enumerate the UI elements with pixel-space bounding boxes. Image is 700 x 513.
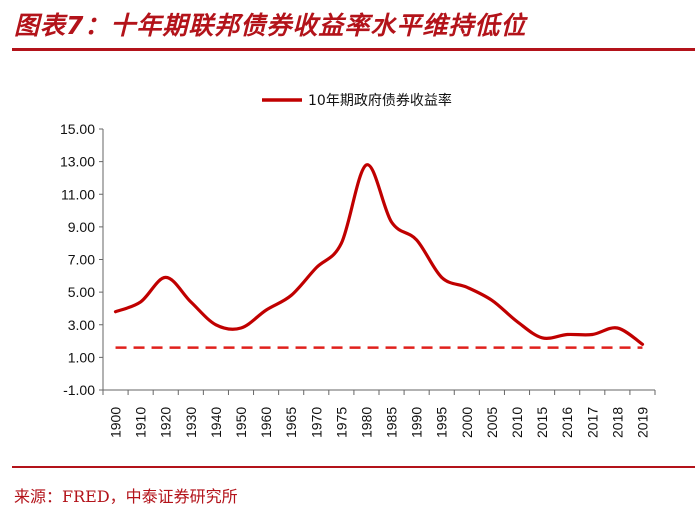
footer-rule [12, 466, 695, 468]
x-tick-label: 2017 [584, 407, 600, 438]
x-tick-label: 2015 [534, 407, 550, 438]
x-tick-label: 2005 [484, 407, 500, 438]
x-tick-label: 1985 [384, 407, 400, 438]
legend: 10年期政府债券收益率 [262, 92, 452, 109]
x-tick-label: 1975 [333, 407, 349, 438]
x-tick-label: 1920 [158, 407, 174, 438]
legend-label: 10年期政府债券收益率 [308, 92, 452, 109]
y-tick-label: 7.00 [68, 252, 95, 268]
y-tick-label: 5.00 [68, 284, 95, 300]
y-tick-label: 3.00 [68, 317, 95, 333]
x-tick-label: 1995 [434, 407, 450, 438]
x-axis-ticks: 1900 1910 1920 1930 1940 1950 1960 1965 1970 1975… [102, 390, 656, 438]
series-line-10y-yield [113, 163, 645, 346]
x-tick-label: 1965 [283, 407, 299, 438]
source-note: 来源：FRED，中泰证券研究所 [14, 487, 238, 506]
x-tick-label: 1970 [308, 407, 324, 438]
y-tick-label: 1.00 [68, 349, 95, 365]
x-tick-label: 2000 [459, 407, 475, 438]
line-chart: 10年期政府债券收益率 -1.00 1.00 3.00 5.00 7.00 9.00 11.… [60, 92, 656, 438]
x-tick-label: 1950 [233, 407, 249, 438]
x-tick-label: 2016 [559, 407, 575, 438]
x-tick-label: 1980 [358, 407, 374, 438]
y-tick-label: -1.00 [63, 382, 95, 398]
x-tick-label: 1960 [258, 407, 274, 438]
x-tick-label: 1900 [108, 407, 124, 438]
y-tick-label: 11.00 [61, 186, 95, 202]
y-tick-label: 15.00 [60, 121, 95, 137]
x-tick-label: 1910 [133, 407, 149, 438]
y-axis-ticks: -1.00 1.00 3.00 5.00 7.00 9.00 11.00 13.00 15.00 [60, 121, 103, 398]
x-tick-label: 1940 [208, 407, 224, 438]
y-tick-label: 13.00 [60, 154, 95, 170]
x-tick-label: 2010 [509, 407, 525, 438]
x-tick-label: 1930 [183, 407, 199, 438]
x-tick-label: 2019 [634, 407, 650, 438]
figure-title: 图表7：十年期联邦债券收益率水平维持低位 [14, 11, 527, 40]
y-tick-label: 9.00 [68, 219, 95, 235]
x-tick-label: 1990 [409, 407, 425, 438]
x-tick-label: 2018 [609, 407, 625, 438]
title-underline [12, 48, 695, 51]
